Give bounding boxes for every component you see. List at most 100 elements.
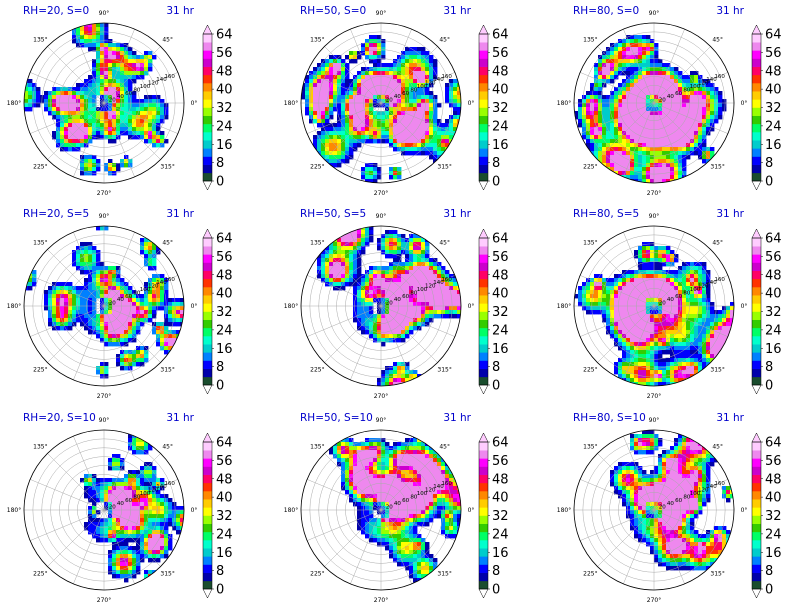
field-cell (429, 131, 434, 136)
field-cell (108, 79, 113, 84)
field-cell (702, 314, 707, 319)
field-cell (92, 167, 97, 172)
field-cell (52, 318, 57, 323)
field-cell (52, 298, 57, 303)
field-cell (124, 127, 129, 132)
field-cell (642, 147, 647, 152)
field-cell (148, 266, 153, 271)
field-cell (698, 127, 703, 132)
field-cell (397, 374, 402, 379)
field-cell (718, 99, 723, 104)
field-cell (156, 143, 161, 148)
field-cell (373, 175, 378, 180)
field-cell (654, 338, 659, 343)
field-cell (702, 107, 707, 112)
field-cell (682, 266, 687, 271)
field-cell (329, 250, 334, 255)
field-cell (401, 95, 406, 100)
field-cell (670, 107, 675, 112)
field-cell (124, 119, 129, 124)
field-cell (124, 302, 129, 307)
radius-tick-label: 140 (433, 280, 444, 286)
field-cell (92, 286, 97, 291)
field-cell (136, 127, 141, 132)
field-cell (156, 103, 161, 108)
field-cell (666, 71, 671, 76)
field-cell (690, 83, 695, 88)
field-cell (176, 314, 181, 319)
field-cell (317, 87, 322, 92)
field-cell (666, 163, 671, 168)
field-cell (702, 302, 707, 307)
field-cell (606, 147, 611, 152)
field-cell (638, 306, 643, 311)
field-cell (92, 35, 97, 40)
field-cell (594, 282, 599, 287)
field-cell (108, 326, 113, 331)
field-cell (682, 167, 687, 172)
field-cell (148, 119, 153, 124)
field-cell (413, 67, 418, 72)
field-cell (642, 103, 647, 108)
field-cell (594, 294, 599, 299)
field-cell (305, 83, 310, 88)
field-cell (634, 250, 639, 255)
field-cell (140, 59, 145, 64)
field-cell (718, 103, 723, 108)
radial-gridline (29, 72, 105, 104)
field-cell (96, 135, 101, 140)
colorbar-tick-label: 32 (492, 101, 509, 116)
field-cell (152, 254, 157, 259)
field-cell (714, 87, 719, 92)
field-cell (642, 139, 647, 144)
field-cell (401, 282, 406, 287)
colorbar-segment (479, 140, 488, 149)
field-cell (578, 99, 583, 104)
field-cell (413, 246, 418, 251)
field-cell (56, 318, 61, 323)
field-cell (80, 107, 85, 112)
field-cell (638, 310, 643, 315)
field-cell (309, 79, 314, 84)
field-cell (52, 103, 57, 108)
field-cell (425, 318, 430, 323)
field-cell (622, 330, 627, 335)
field-cell (48, 91, 53, 96)
field-cell (690, 306, 695, 311)
field-cell (393, 302, 398, 307)
field-cell (658, 322, 663, 327)
field-cell (52, 91, 57, 96)
field-cell (678, 139, 683, 144)
field-cell (401, 115, 406, 120)
field-cell (417, 79, 422, 84)
field-cell (156, 246, 161, 251)
field-cell (361, 75, 366, 80)
field-cell (76, 262, 81, 267)
field-cell (401, 246, 406, 251)
field-cell (678, 314, 683, 319)
colorbar-segment (203, 238, 212, 247)
field-cell (321, 99, 326, 104)
field-cell (622, 318, 627, 323)
field-cell (333, 71, 338, 76)
field-cell (413, 51, 418, 56)
field-cell (88, 310, 93, 315)
field-cell (654, 322, 659, 327)
field-cell (80, 262, 85, 267)
field-cell (658, 175, 663, 180)
field-cell (654, 51, 659, 56)
field-cell (329, 266, 334, 271)
field-cell (650, 338, 655, 343)
polar-outline (300, 22, 462, 184)
field-cell (401, 314, 406, 319)
field-cell (678, 270, 683, 275)
field-cell (68, 111, 73, 116)
field-cell (365, 179, 370, 183)
field-cell (345, 282, 350, 287)
colorbar-segment (203, 295, 212, 304)
field-cell (76, 286, 81, 291)
field-cell (417, 242, 422, 247)
field-cell (321, 67, 326, 72)
field-cell (353, 282, 358, 287)
